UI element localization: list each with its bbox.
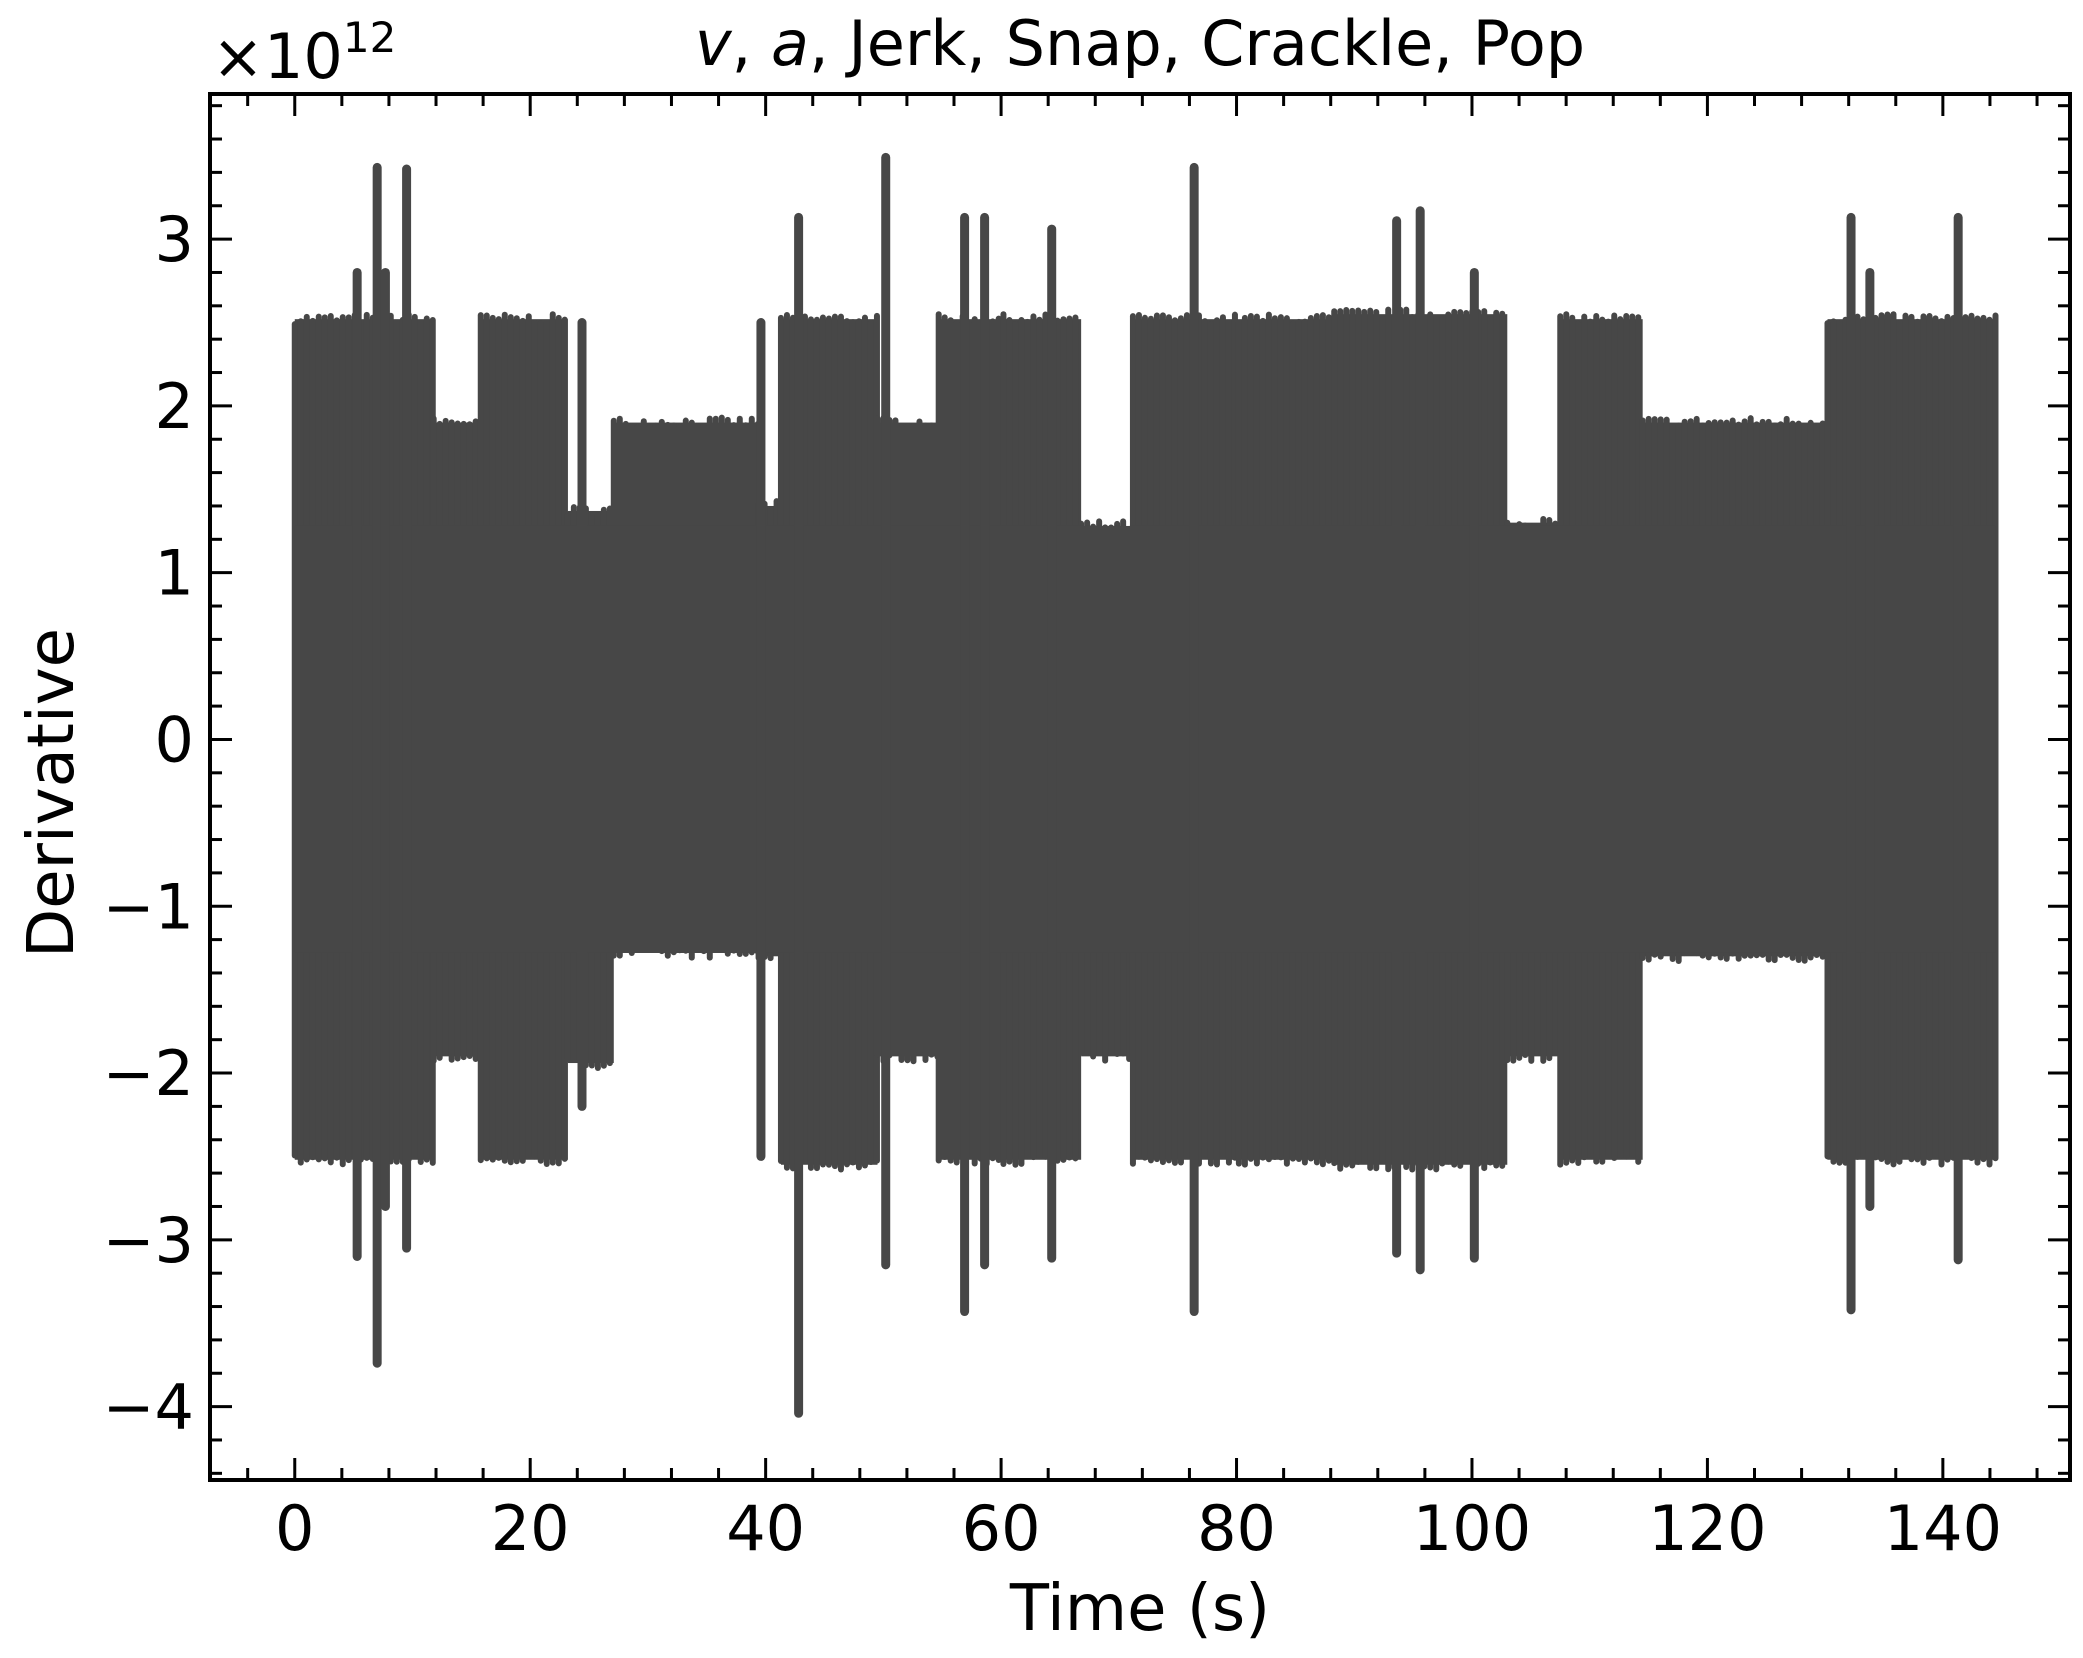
title-sep: , — [732, 7, 771, 80]
x-tick-label: 120 — [1648, 1492, 1766, 1565]
x-tick-label: 0 — [275, 1492, 314, 1565]
tick-marks — [210, 94, 2070, 1480]
y-tick-label: 3 — [155, 203, 194, 276]
y-multiplier-exponent: 12 — [343, 13, 396, 62]
y-tick-label: −3 — [103, 1204, 194, 1277]
y-tick-label: 0 — [155, 703, 194, 776]
x-tick-label: 60 — [962, 1492, 1041, 1565]
y-tick-label: −2 — [103, 1037, 194, 1110]
plot-data — [291, 152, 1999, 1418]
y-tick-label: 2 — [155, 370, 194, 443]
y-tick-label: −4 — [103, 1371, 194, 1444]
x-tick-label: 100 — [1413, 1492, 1531, 1565]
y-tick-labels: −4 −3 −2 −1 0 1 2 3 — [103, 203, 194, 1444]
y-multiplier: ×1012 — [212, 13, 396, 93]
x-tick-label: 40 — [726, 1492, 805, 1565]
title-a: a — [771, 7, 809, 80]
title-rest: , Jerk, Snap, Crackle, Pop — [809, 7, 1585, 80]
x-tick-label: 140 — [1884, 1492, 2002, 1565]
axes-frame — [208, 92, 2072, 1482]
title-v: v — [695, 7, 733, 80]
x-tick-label: 80 — [1197, 1492, 1276, 1565]
signal-core — [294, 525, 1996, 953]
y-multiplier-base: ×10 — [212, 20, 343, 93]
chart-title: v, a, Jerk, Snap, Crackle, Pop — [695, 7, 1585, 80]
x-tick-labels: 0 20 40 60 80 100 120 140 — [275, 1492, 2002, 1565]
x-tick-label: 20 — [491, 1492, 570, 1565]
y-axis-label: Derivative — [15, 628, 89, 958]
y-tick-label: −1 — [103, 870, 194, 943]
x-axis-label: Time (s) — [1009, 1572, 1270, 1646]
y-tick-label: 1 — [155, 537, 194, 610]
